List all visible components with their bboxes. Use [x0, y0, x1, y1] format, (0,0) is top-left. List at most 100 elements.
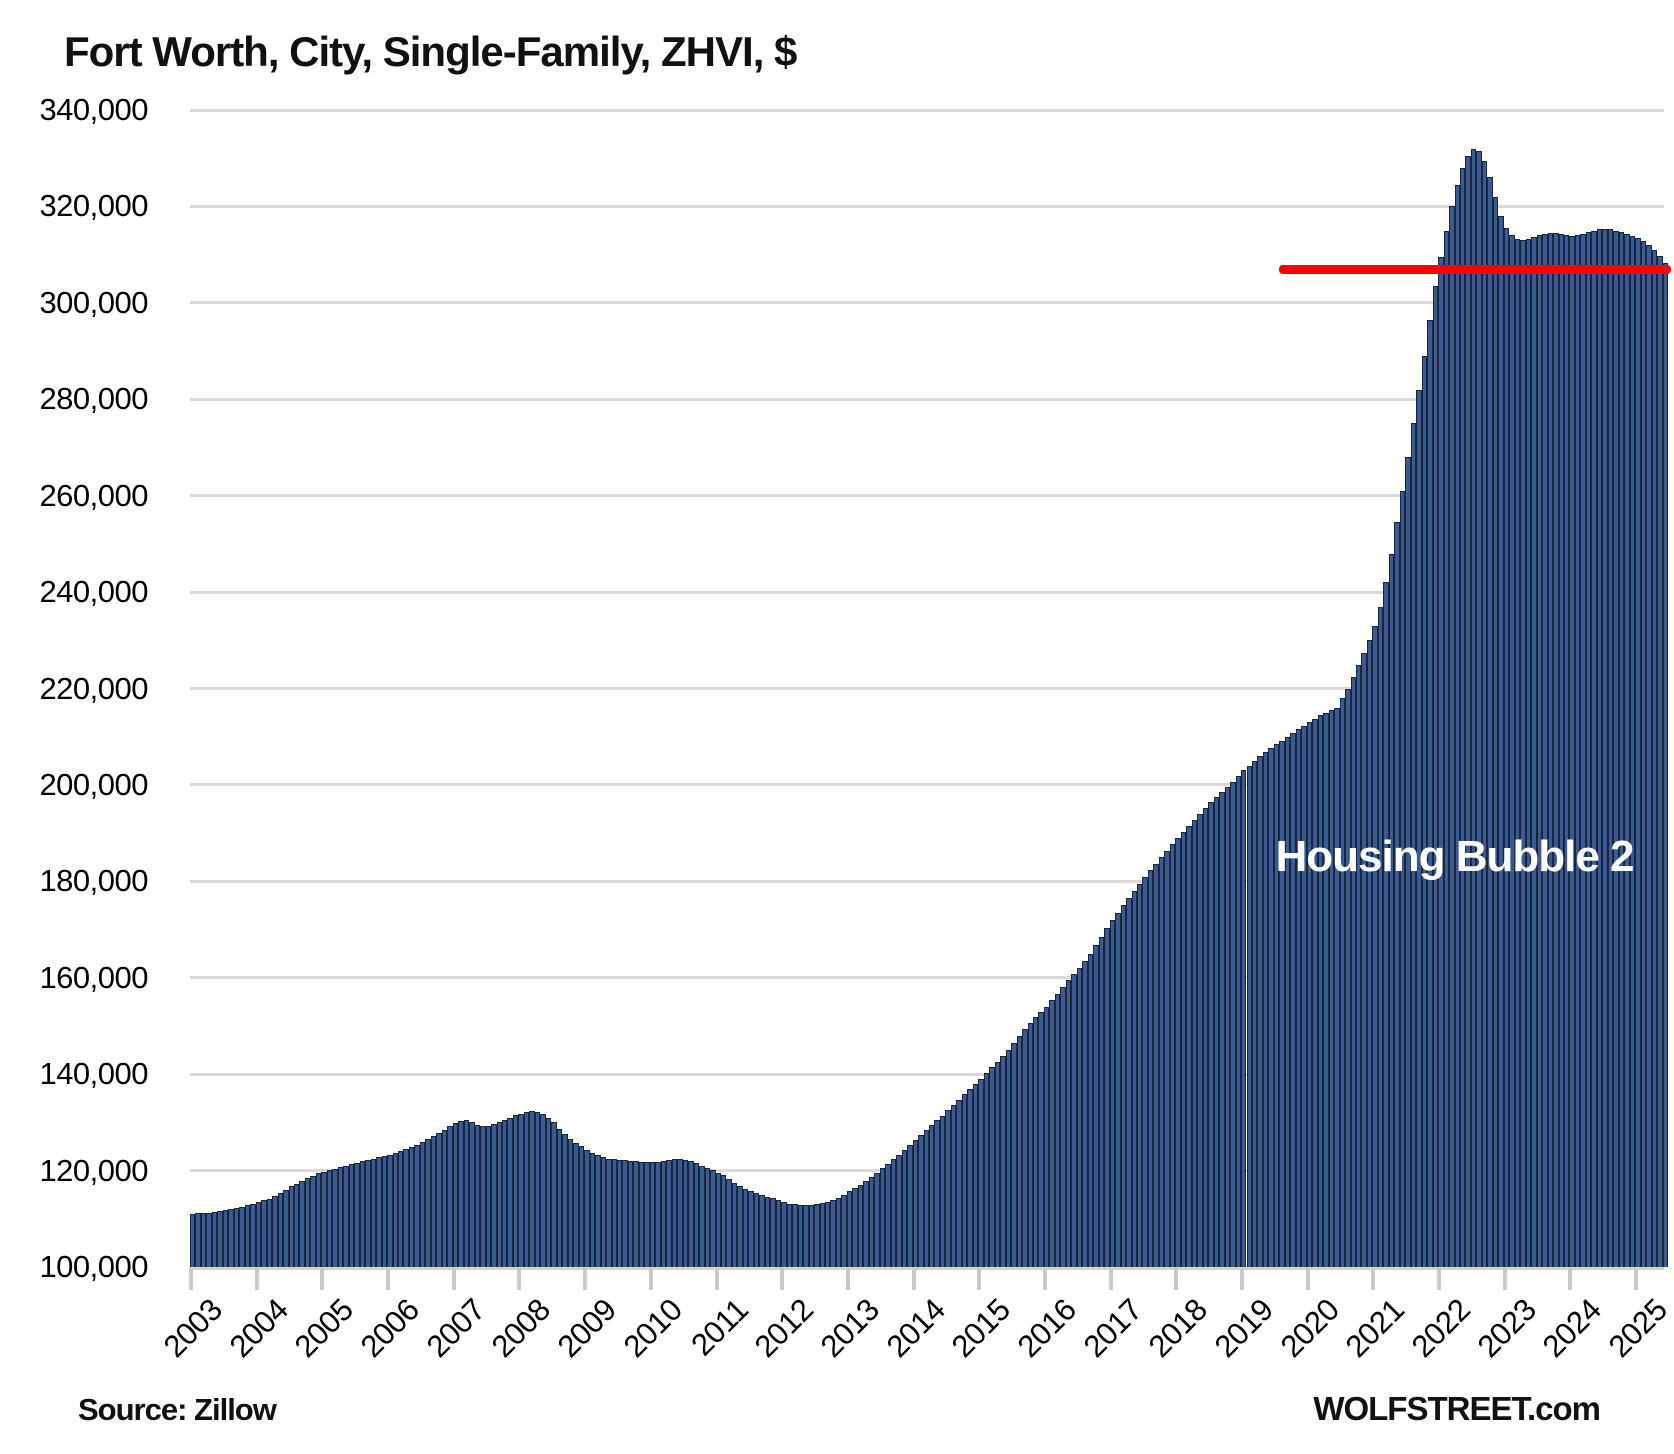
x-axis-tick [780, 1268, 785, 1290]
bar [534, 1111, 541, 1267]
bar [315, 1173, 322, 1267]
bar [846, 1191, 853, 1267]
bar [1071, 973, 1077, 1267]
y-tick-label: 340,000 [39, 92, 148, 127]
bar [425, 1138, 431, 1267]
bar [803, 1204, 809, 1267]
bar [1312, 718, 1318, 1267]
bar [1525, 239, 1532, 1267]
x-axis-tick [451, 1268, 456, 1290]
bar [1536, 235, 1543, 1267]
gridline [190, 976, 1664, 980]
bar [945, 1110, 951, 1267]
gridline [190, 1072, 1664, 1076]
bar [961, 1094, 968, 1267]
y-tick-label: 300,000 [39, 284, 148, 320]
bar [1054, 993, 1061, 1267]
bar [1553, 232, 1559, 1267]
bar [797, 1204, 804, 1267]
bar [496, 1122, 503, 1267]
bar [1224, 786, 1231, 1267]
x-axis-tick [648, 1268, 653, 1290]
bar [1147, 870, 1154, 1267]
bar [474, 1124, 481, 1267]
x-axis-tick [911, 1268, 916, 1290]
x-axis-tick [1502, 1268, 1507, 1290]
bar [1262, 752, 1269, 1267]
bar [1334, 707, 1340, 1267]
bar [1038, 1011, 1044, 1267]
bar [1657, 255, 1663, 1267]
bar [1279, 740, 1285, 1267]
bar [529, 1111, 535, 1267]
bar [770, 1197, 776, 1267]
bar [288, 1186, 294, 1267]
bar [972, 1083, 979, 1267]
bar [485, 1125, 492, 1267]
x-axis-tick [386, 1268, 391, 1290]
bar [950, 1105, 957, 1267]
bar [835, 1197, 842, 1267]
x-axis-tick [1042, 1268, 1047, 1290]
bar [200, 1213, 207, 1267]
bar [1306, 722, 1313, 1267]
bar [885, 1163, 891, 1267]
y-tick-label: 320,000 [39, 188, 148, 224]
bar [1115, 912, 1121, 1267]
bar [562, 1134, 568, 1267]
gridline [190, 879, 1664, 883]
bar [1295, 729, 1302, 1267]
bar [1432, 285, 1439, 1267]
bar [830, 1199, 836, 1267]
bar [239, 1206, 245, 1267]
bar [655, 1161, 661, 1267]
bar [1126, 898, 1132, 1267]
bar [852, 1188, 858, 1267]
bar [540, 1113, 546, 1267]
x-axis-tick [1305, 1268, 1310, 1290]
bar [671, 1159, 678, 1267]
bar [1487, 177, 1493, 1267]
bar [1230, 781, 1236, 1267]
bar [266, 1198, 273, 1267]
bar [1120, 905, 1127, 1267]
bar [879, 1168, 886, 1267]
bar [419, 1141, 426, 1267]
bar [1651, 249, 1658, 1267]
bar [1027, 1022, 1033, 1267]
wolfstreet-watermark: WOLFSTREET.com [1313, 1390, 1601, 1427]
bar [469, 1122, 475, 1267]
bar [1454, 184, 1460, 1267]
bar [1388, 553, 1395, 1267]
bar [1514, 239, 1521, 1267]
bar [190, 1213, 196, 1267]
bar [1273, 743, 1280, 1267]
bar [398, 1151, 404, 1267]
bar [1208, 801, 1214, 1267]
bar [814, 1204, 820, 1267]
bar [1438, 257, 1444, 1267]
bar [403, 1149, 409, 1267]
bar [283, 1189, 289, 1267]
bar [1328, 710, 1335, 1267]
bar [1383, 582, 1389, 1267]
bar [627, 1160, 634, 1267]
bar [978, 1078, 984, 1267]
bar [748, 1191, 754, 1267]
bar [1531, 237, 1537, 1267]
bar [1098, 936, 1105, 1267]
bar [1547, 232, 1554, 1267]
bar [808, 1204, 815, 1267]
bar [337, 1167, 344, 1267]
bar [1410, 423, 1417, 1267]
bar [1558, 233, 1564, 1267]
x-axis-baseline [190, 1265, 1664, 1270]
bar [573, 1143, 579, 1267]
bar [304, 1178, 311, 1267]
bar [649, 1162, 656, 1267]
y-tick-label: 240,000 [39, 574, 148, 610]
bar [206, 1212, 212, 1267]
bar [463, 1120, 470, 1267]
annotation-housing-bubble-2: Housing Bubble 2 [1275, 832, 1635, 882]
bar [551, 1122, 557, 1267]
